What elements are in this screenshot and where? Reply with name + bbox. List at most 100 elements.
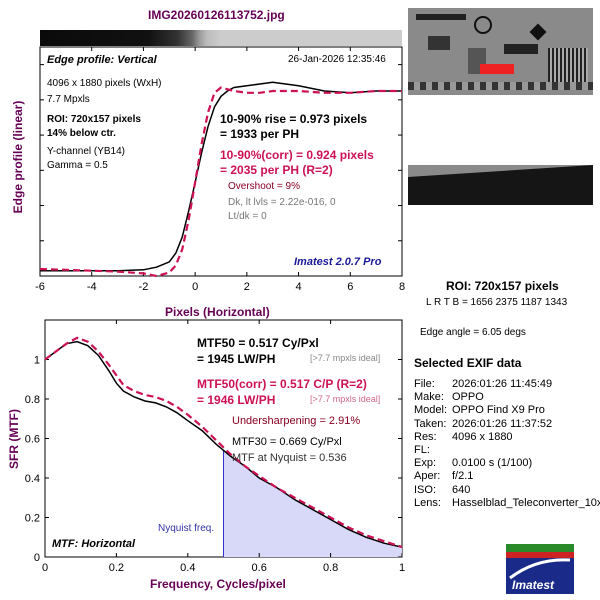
edge-corrected-curve xyxy=(39,86,402,278)
undersharpening: Undersharpening = 2.91% xyxy=(232,415,361,427)
exif-row: Exp: 0.0100 s (1/100) xyxy=(414,457,532,470)
mtf-corrected-curve xyxy=(44,336,403,549)
edge-xtick-label: 4 xyxy=(296,281,302,293)
mtf-xtick-label: 0.4 xyxy=(180,562,195,574)
exif-value: 4096 x 1880 xyxy=(452,430,513,443)
exif-value: OPPO xyxy=(452,391,484,404)
exif-value: 640 xyxy=(452,483,471,496)
chart-pattern-bar xyxy=(416,14,466,20)
mtf50-ideal: [>7.7 mpxls ideal] xyxy=(310,353,381,363)
mtf-ytick-label: 0.6 xyxy=(25,434,40,446)
info-gamma: Gamma = 0.5 xyxy=(47,160,108,171)
logo-stripe-green xyxy=(506,544,574,552)
edge-xlabel: Pixels (Horizontal) xyxy=(165,305,270,319)
mtf-ytick-label: 0.4 xyxy=(25,473,40,485)
logo-text: Imatest xyxy=(512,578,555,592)
mtf50-value: MTF50 = 0.517 Cy/Pxl xyxy=(197,336,319,350)
exif-key: Res: xyxy=(414,430,437,443)
rise-value: 10-90% rise = 0.973 pixels xyxy=(220,112,368,126)
exif-value: 0.0100 s (1/100) xyxy=(452,457,533,470)
roi-marker xyxy=(480,64,514,74)
edge-gradient-strip xyxy=(40,30,402,46)
chart-pattern-block-left xyxy=(428,36,450,50)
edge-ylabel: Edge profile (linear) xyxy=(11,100,25,214)
mtf50-corr-value: MTF50(corr) = 0.517 C/P (R=2) xyxy=(197,377,367,391)
chart-pattern-circle xyxy=(474,16,492,34)
info-resolution: 4096 x 1880 pixels (WxH) xyxy=(47,78,162,89)
timestamp: 26-Jan-2026 12:35:46 xyxy=(288,54,386,65)
exif-row: Taken: 2026:01:26 11:37:52 xyxy=(414,418,552,431)
mtf-ylabel: SFR (MTF) xyxy=(7,409,21,469)
mtf-ytick-label: 0.2 xyxy=(25,513,40,525)
exif-row: Make: OPPO xyxy=(414,391,484,404)
exif-title: Selected EXIF data xyxy=(414,356,522,370)
roi-title: ROI: 720x157 pixels xyxy=(446,279,559,293)
mtf-xlabel: Frequency, Cycles/pixel xyxy=(150,577,286,591)
exif-row: Model: OPPO Find X9 Pro xyxy=(414,404,545,417)
info-position: 14% below ctr. xyxy=(47,128,116,139)
edge-xtick-label: -4 xyxy=(87,281,97,293)
exif-key: ISO: xyxy=(414,483,437,496)
edge-measured-curve xyxy=(40,81,402,272)
mtf-ytick-label: 0.8 xyxy=(25,394,40,406)
image-title: IMG20260126113752.jpg xyxy=(148,8,285,22)
exif-row: ISO: 640 xyxy=(414,484,470,497)
light-dark-ratio: Lt/dk = 0 xyxy=(228,211,267,222)
mtf-xtick-label: 0.2 xyxy=(109,562,124,574)
nyquist-label: Nyquist freq. xyxy=(158,523,215,534)
roi-crop xyxy=(408,165,593,205)
mtf-ytick-label: 1 xyxy=(34,355,40,367)
nyquist-shade xyxy=(223,450,402,557)
edge-xtick-label: -6 xyxy=(35,281,45,293)
mtf50-corr-lwph: = 1946 LW/PH xyxy=(197,393,276,407)
roi-edge xyxy=(408,165,593,205)
info-channel: Y-channel (YB14) xyxy=(47,146,126,157)
rise-corr-per-ph: = 2035 per PH (R=2) xyxy=(220,163,333,177)
exif-key: File: xyxy=(414,378,435,390)
exif-key: Make: xyxy=(414,391,444,404)
exif-key: FL: xyxy=(414,444,430,456)
exif-row: Lens: Hasselblad_Teleconverter_10x xyxy=(414,497,600,510)
exif-value: 2026:01:26 11:45:49 xyxy=(452,378,553,390)
info-roi: ROI: 720x157 pixels xyxy=(47,114,141,125)
edge-xtick-label: -2 xyxy=(139,281,149,293)
rise-corr-value: 10-90%(corr) = 0.924 pixels xyxy=(220,148,374,162)
mtf-measured-curve xyxy=(44,340,403,548)
mtf30-value: MTF30 = 0.669 Cy/Pxl xyxy=(232,436,342,448)
mtf-at-nyquist: MTF at Nyquist = 0.536 xyxy=(232,452,347,464)
logo-stripe-red xyxy=(506,552,574,558)
exif-key: Exp: xyxy=(414,457,437,470)
mtf-xtick-label: 0 xyxy=(42,562,48,574)
rise-per-ph: = 1933 per PH xyxy=(220,127,300,141)
exif-row: FL: xyxy=(414,444,452,457)
exif-row: File: 2026:01:26 11:45:49 xyxy=(414,378,552,391)
mtf-xtick-label: 0.6 xyxy=(252,562,267,574)
mtf-xtick-label: 0.8 xyxy=(323,562,338,574)
logo-swoosh xyxy=(509,558,571,580)
dark-light-levels: Dk, lt lvls = 2.22e-016, 0 xyxy=(228,197,336,208)
edge-xtick-label: 8 xyxy=(399,281,405,293)
exif-key: Lens: xyxy=(414,496,441,509)
mtf50-lwph: = 1945 LW/PH xyxy=(197,352,276,366)
roi-thumbnail xyxy=(408,8,593,95)
edge-profile-label: Edge profile: Vertical xyxy=(47,54,157,66)
edge-xtick-label: 0 xyxy=(192,281,198,293)
mtf-direction-label: MTF: Horizontal xyxy=(52,538,136,550)
chart-pattern-wedge xyxy=(504,44,538,54)
mtf-ytick-label: 0 xyxy=(34,552,40,564)
overshoot: Overshoot = 9% xyxy=(228,181,300,192)
chart-pattern-bottom xyxy=(408,82,593,90)
roi-lrtb: L R T B = 1656 2375 1187 1343 xyxy=(426,297,568,308)
exif-key: Model: xyxy=(414,404,448,417)
exif-key: Aper: xyxy=(414,470,441,483)
exif-row: Aper: f/2.1 xyxy=(414,470,473,483)
edge-angle: Edge angle = 6.05 degs xyxy=(420,327,526,338)
mtf-xtick-label: 1 xyxy=(399,562,405,574)
info-mpxls: 7.7 Mpxls xyxy=(47,94,90,105)
mtf50-corr-ideal: [>7.7 mpxls ideal] xyxy=(310,394,381,404)
exif-value: OPPO Find X9 Pro xyxy=(452,404,545,417)
chart-pattern-diamond xyxy=(529,23,547,41)
imatest-version: Imatest 2.0.7 Pro xyxy=(294,256,382,268)
